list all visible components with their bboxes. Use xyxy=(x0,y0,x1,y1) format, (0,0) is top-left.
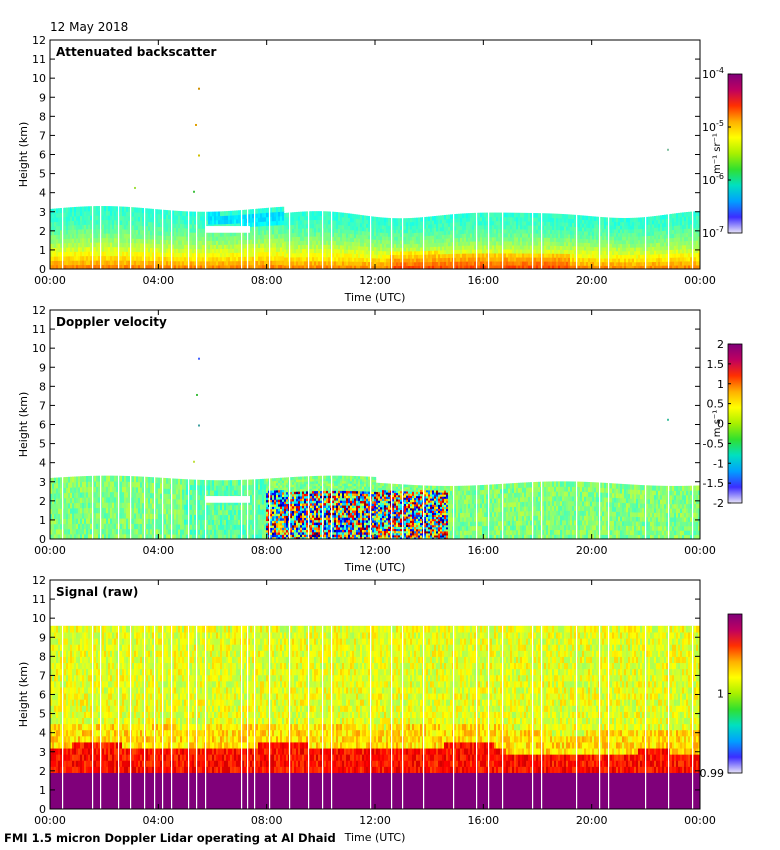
x-tick-label: 00:00 xyxy=(684,544,716,557)
x-tick-label: 08:00 xyxy=(251,544,283,557)
x-tick-label: 00:00 xyxy=(684,814,716,827)
y-tick-label: 0 xyxy=(39,533,46,546)
colorbar-tick-label: 1.5 xyxy=(707,358,725,371)
x-tick-label: 00:00 xyxy=(684,274,716,287)
y-tick-label: 0 xyxy=(39,803,46,816)
y-tick-label: 1 xyxy=(39,244,46,257)
y-tick-label: 6 xyxy=(39,149,46,162)
colorbar-tick-label: 0 xyxy=(717,418,724,431)
x-tick-label: 00:00 xyxy=(34,544,66,557)
colorbar-tick-label: 0.5 xyxy=(707,398,725,411)
y-tick-label: 5 xyxy=(39,168,46,181)
colorbar: 10-4 10-5 10-6 10-7 m⁻¹ sr⁻¹ xyxy=(702,66,743,240)
y-tick-label: 5 xyxy=(39,708,46,721)
x-axis-label: Time (UTC) xyxy=(344,561,406,574)
colorbar-tick-label: -0.5 xyxy=(703,437,724,450)
y-axis-label: Height (km) xyxy=(17,662,30,728)
y-tick-label: 11 xyxy=(32,323,46,336)
footer-caption: FMI 1.5 micron Doppler Lidar operating a… xyxy=(4,831,336,845)
y-tick-label: 11 xyxy=(32,53,46,66)
heatmap-field xyxy=(50,625,700,809)
colorbar-tick-label: 1 xyxy=(717,688,724,701)
x-tick-label: 08:00 xyxy=(251,274,283,287)
y-tick-label: 2 xyxy=(39,225,46,238)
x-tick-label: 12:00 xyxy=(359,814,391,827)
y-tick-label: 1 xyxy=(39,514,46,527)
colorbar-tick-label: 1 xyxy=(717,378,724,391)
y-tick-label: 8 xyxy=(39,650,46,663)
y-tick-label: 3 xyxy=(39,476,46,489)
x-tick-label: 16:00 xyxy=(467,274,499,287)
y-tick-label: 12 xyxy=(32,574,46,587)
panel-title: Doppler velocity xyxy=(56,315,167,329)
colorbar-bar xyxy=(727,73,743,234)
y-tick-label: 0 xyxy=(39,263,46,276)
y-axis-label: Height (km) xyxy=(17,392,30,458)
y-tick-label: 3 xyxy=(39,206,46,219)
colorbar-tick-label: -1 xyxy=(713,457,724,470)
date-label: 12 May 2018 xyxy=(50,20,129,34)
y-tick-label: 2 xyxy=(39,495,46,508)
y-tick-label: 5 xyxy=(39,438,46,451)
x-tick-label: 12:00 xyxy=(359,544,391,557)
y-tick-label: 8 xyxy=(39,110,46,123)
colorbar-tick-label: 10-5 xyxy=(702,119,724,134)
x-tick-label: 20:00 xyxy=(576,274,608,287)
x-tick-label: 20:00 xyxy=(576,814,608,827)
x-tick-label: 08:00 xyxy=(251,814,283,827)
colorbar-tick-label: -1.5 xyxy=(703,477,724,490)
colorbar-tick-label: 0.99 xyxy=(700,767,725,780)
y-tick-label: 6 xyxy=(39,689,46,702)
x-tick-label: 00:00 xyxy=(34,274,66,287)
y-tick-label: 7 xyxy=(39,129,46,142)
y-tick-label: 12 xyxy=(32,304,46,317)
y-tick-label: 3 xyxy=(39,746,46,759)
y-tick-label: 11 xyxy=(32,593,46,606)
x-tick-label: 16:00 xyxy=(467,544,499,557)
colorbar-tick-label: 10-6 xyxy=(702,172,724,187)
y-tick-label: 7 xyxy=(39,399,46,412)
y-tick-label: 4 xyxy=(39,187,46,200)
panel-title: Attenuated backscatter xyxy=(56,45,216,59)
x-tick-label: 20:00 xyxy=(576,544,608,557)
x-tick-label: 00:00 xyxy=(34,814,66,827)
y-tick-label: 9 xyxy=(39,631,46,644)
x-tick-label: 04:00 xyxy=(142,544,174,557)
y-tick-label: 9 xyxy=(39,91,46,104)
colorbar-units: m s⁻¹ xyxy=(712,410,723,437)
colorbar: 10.99 xyxy=(700,613,743,780)
colorbar-tick-label: 10-7 xyxy=(702,225,724,240)
panel-1: Attenuated backscatter0123456789101112He… xyxy=(17,34,743,304)
x-tick-label: 04:00 xyxy=(142,814,174,827)
y-tick-label: 10 xyxy=(32,72,46,85)
y-tick-label: 6 xyxy=(39,419,46,432)
heatmap-field xyxy=(50,357,700,539)
colorbar: 2 1.5 1 0.5 0 -0.5 -1 -1.5 -2 m s⁻¹ xyxy=(703,338,743,510)
x-axis-label: Time (UTC) xyxy=(344,291,406,304)
y-tick-label: 4 xyxy=(39,457,46,470)
y-tick-label: 10 xyxy=(32,342,46,355)
x-tick-label: 04:00 xyxy=(142,274,174,287)
y-axis-label: Height (km) xyxy=(17,122,30,188)
y-tick-label: 2 xyxy=(39,765,46,778)
y-tick-label: 9 xyxy=(39,361,46,374)
y-tick-label: 4 xyxy=(39,727,46,740)
x-tick-label: 16:00 xyxy=(467,814,499,827)
x-tick-label: 12:00 xyxy=(359,274,391,287)
y-tick-label: 12 xyxy=(32,34,46,47)
colorbar-units: m⁻¹ sr⁻¹ xyxy=(712,133,723,174)
x-axis-label: Time (UTC) xyxy=(344,831,406,844)
colorbar-tick-label: 10-4 xyxy=(702,66,724,81)
panel-title: Signal (raw) xyxy=(56,585,138,599)
y-tick-label: 7 xyxy=(39,669,46,682)
y-tick-label: 1 xyxy=(39,784,46,797)
y-tick-label: 8 xyxy=(39,380,46,393)
heatmap-field xyxy=(50,87,700,269)
y-tick-label: 10 xyxy=(32,612,46,625)
colorbar-tick-label: 2 xyxy=(717,338,724,351)
colorbar-tick-label: -2 xyxy=(713,497,724,510)
